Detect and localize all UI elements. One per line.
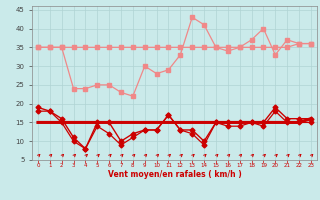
X-axis label: Vent moyen/en rafales ( km/h ): Vent moyen/en rafales ( km/h ) bbox=[108, 170, 241, 179]
